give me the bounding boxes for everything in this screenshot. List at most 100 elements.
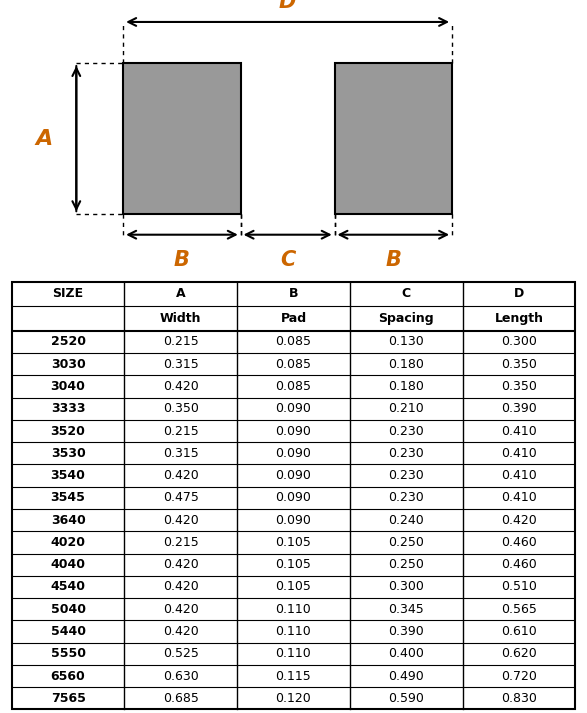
Text: 0.230: 0.230 [389, 491, 424, 504]
Text: 3333: 3333 [51, 402, 85, 415]
Text: 0.420: 0.420 [163, 469, 198, 482]
Text: 0.240: 0.240 [389, 513, 424, 527]
Text: 5040: 5040 [50, 602, 86, 616]
Text: 0.420: 0.420 [501, 513, 537, 527]
Text: 0.130: 0.130 [389, 336, 424, 349]
Text: 0.105: 0.105 [275, 558, 312, 571]
Text: 0.610: 0.610 [501, 625, 537, 638]
Text: Length: Length [494, 312, 544, 325]
Text: 0.090: 0.090 [275, 447, 312, 460]
Text: B: B [174, 250, 190, 270]
Text: 0.420: 0.420 [163, 513, 198, 527]
Text: 7565: 7565 [50, 692, 86, 704]
Text: C: C [280, 250, 295, 270]
Text: 0.085: 0.085 [275, 380, 312, 393]
Text: 0.090: 0.090 [275, 491, 312, 504]
Text: 0.180: 0.180 [388, 358, 424, 371]
Text: 0.630: 0.630 [163, 670, 198, 682]
Text: 0.720: 0.720 [501, 670, 537, 682]
Text: 3030: 3030 [50, 358, 86, 371]
Text: 0.350: 0.350 [501, 380, 537, 393]
Text: 0.115: 0.115 [276, 670, 311, 682]
Text: 0.210: 0.210 [389, 402, 424, 415]
Text: 0.350: 0.350 [163, 402, 199, 415]
Text: 0.830: 0.830 [501, 692, 537, 704]
Text: 0.345: 0.345 [389, 602, 424, 616]
Text: 0.230: 0.230 [389, 424, 424, 438]
Text: 0.590: 0.590 [388, 692, 424, 704]
Text: 0.215: 0.215 [163, 424, 198, 438]
Text: A: A [176, 287, 185, 300]
Text: C: C [402, 287, 411, 300]
Text: 0.350: 0.350 [501, 358, 537, 371]
Text: 0.315: 0.315 [163, 447, 198, 460]
Text: 2520: 2520 [50, 336, 86, 349]
Text: Spacing: Spacing [379, 312, 434, 325]
Text: 0.490: 0.490 [389, 670, 424, 682]
Text: A: A [35, 128, 53, 148]
Text: 0.090: 0.090 [275, 469, 312, 482]
Text: 0.300: 0.300 [501, 336, 537, 349]
Text: D: D [514, 287, 524, 300]
Text: Width: Width [160, 312, 201, 325]
Text: 0.180: 0.180 [388, 380, 424, 393]
Text: 0.460: 0.460 [501, 558, 537, 571]
Text: 0.410: 0.410 [501, 491, 537, 504]
Text: 0.215: 0.215 [163, 536, 198, 549]
Text: 0.110: 0.110 [276, 647, 311, 660]
Text: 0.110: 0.110 [276, 625, 311, 638]
Text: 4540: 4540 [50, 580, 86, 593]
Text: 0.420: 0.420 [163, 558, 198, 571]
Text: 3530: 3530 [50, 447, 86, 460]
Text: 0.410: 0.410 [501, 469, 537, 482]
Text: 0.105: 0.105 [275, 536, 312, 549]
Text: 4040: 4040 [50, 558, 86, 571]
Bar [123, 63, 241, 214]
Text: 0.390: 0.390 [501, 402, 537, 415]
Text: 0.410: 0.410 [501, 447, 537, 460]
Text: 3640: 3640 [50, 513, 86, 527]
Text: D: D [279, 0, 296, 12]
Text: 0.410: 0.410 [501, 424, 537, 438]
Text: 0.300: 0.300 [388, 580, 424, 593]
Text: 3540: 3540 [50, 469, 86, 482]
Text: B: B [385, 250, 402, 270]
Text: 0.230: 0.230 [389, 447, 424, 460]
Text: 0.460: 0.460 [501, 536, 537, 549]
Text: 0.110: 0.110 [276, 602, 311, 616]
Text: 0.420: 0.420 [163, 380, 198, 393]
Text: 0.475: 0.475 [163, 491, 199, 504]
Text: 0.685: 0.685 [163, 692, 199, 704]
Text: 0.510: 0.510 [501, 580, 537, 593]
Text: 0.565: 0.565 [501, 602, 537, 616]
Text: 3040: 3040 [50, 380, 86, 393]
Text: 0.420: 0.420 [163, 625, 198, 638]
Text: 3520: 3520 [50, 424, 86, 438]
Text: Pad: Pad [281, 312, 306, 325]
Text: 0.420: 0.420 [163, 580, 198, 593]
Text: 0.215: 0.215 [163, 336, 198, 349]
Text: 0.120: 0.120 [276, 692, 311, 704]
Text: 0.620: 0.620 [501, 647, 537, 660]
Bar [335, 63, 452, 214]
Text: 6560: 6560 [50, 670, 86, 682]
Text: 3545: 3545 [50, 491, 86, 504]
Text: 0.525: 0.525 [163, 647, 199, 660]
Text: 5550: 5550 [50, 647, 86, 660]
Text: 5440: 5440 [50, 625, 86, 638]
Text: 0.315: 0.315 [163, 358, 198, 371]
Text: 0.085: 0.085 [275, 336, 312, 349]
Text: 4020: 4020 [50, 536, 86, 549]
Text: 0.085: 0.085 [275, 358, 312, 371]
Text: 0.400: 0.400 [388, 647, 424, 660]
Text: 0.090: 0.090 [275, 513, 312, 527]
Text: 0.230: 0.230 [389, 469, 424, 482]
Text: 0.420: 0.420 [163, 602, 198, 616]
Text: 0.390: 0.390 [389, 625, 424, 638]
Text: 0.090: 0.090 [275, 424, 312, 438]
Text: 0.250: 0.250 [388, 558, 424, 571]
Text: B: B [289, 287, 298, 300]
Text: 0.105: 0.105 [275, 580, 312, 593]
Text: SIZE: SIZE [52, 287, 84, 300]
Text: 0.250: 0.250 [388, 536, 424, 549]
